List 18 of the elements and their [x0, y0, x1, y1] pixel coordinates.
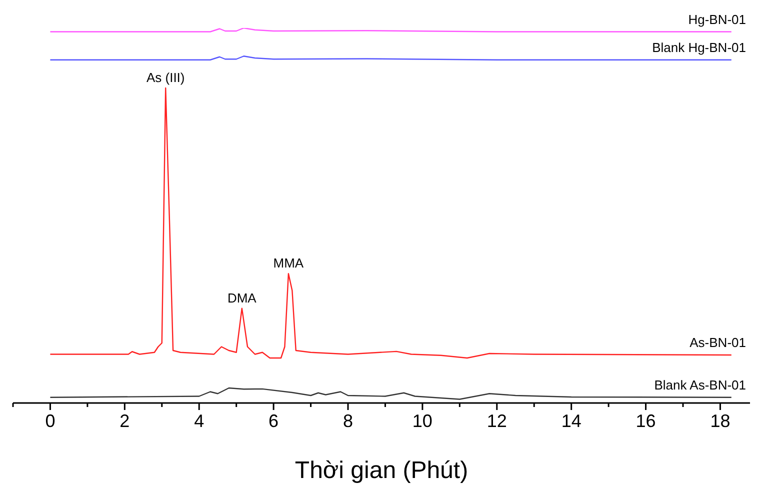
x-tick-label: 2 — [120, 411, 130, 431]
x-tick-label: 8 — [342, 411, 354, 431]
x-tick-label: 12 — [486, 411, 507, 431]
series-label: Blank As-BN-01 — [654, 377, 746, 392]
x-tick-label: 16 — [636, 411, 656, 431]
annotation: DMA — [227, 290, 257, 306]
series-label: Blank Hg-BN-01 — [652, 40, 746, 55]
x-tick-label: 14 — [561, 411, 582, 431]
x-tick-label: 4 — [194, 411, 204, 431]
x-tick-label: 6 — [268, 411, 279, 431]
annotation: MMA — [273, 256, 304, 271]
x-tick-label: 18 — [710, 411, 730, 431]
annotation: As (III) — [146, 70, 185, 85]
series-label: As-BN-01 — [690, 335, 746, 350]
x-tick-label: 10 — [412, 411, 432, 431]
x-axis-title: Thời gian (Phút) — [294, 457, 468, 484]
x-tick-label: 0 — [45, 411, 56, 431]
series-label: Hg-BN-01 — [688, 12, 746, 27]
